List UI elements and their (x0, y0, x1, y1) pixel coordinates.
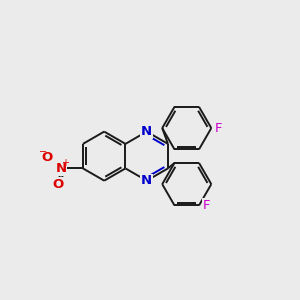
Text: O: O (42, 151, 53, 164)
Text: O: O (53, 178, 64, 191)
Text: N: N (141, 125, 152, 138)
Text: N: N (141, 174, 152, 187)
Text: −: − (39, 147, 47, 157)
Text: F: F (215, 122, 223, 135)
Text: N: N (55, 162, 66, 175)
Text: F: F (203, 199, 210, 212)
Text: +: + (61, 158, 69, 168)
